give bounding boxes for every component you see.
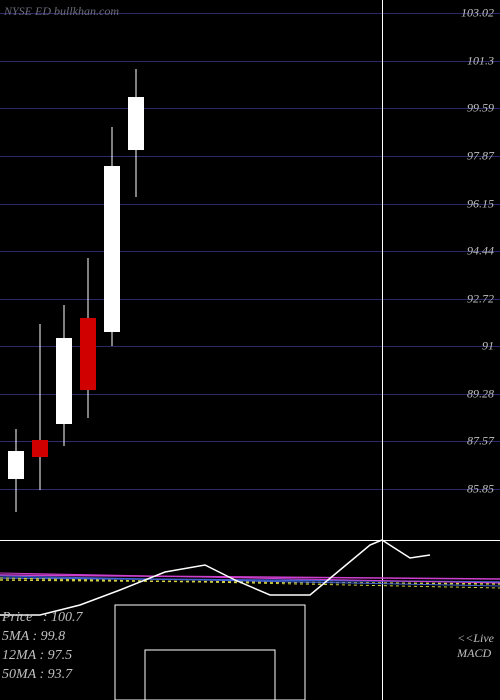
info-row: 5MA : 99.8 xyxy=(2,628,82,647)
info-row: 12MA : 97.5 xyxy=(2,647,82,666)
macd-label-line1: <<Live xyxy=(457,631,494,645)
info-row: 50MA : 93.7 xyxy=(2,666,82,685)
macd-label: <<Live MACD xyxy=(457,631,494,660)
price-info-box: Price : 100.75MA : 99.812MA : 97.550MA :… xyxy=(0,609,82,685)
stock-chart: NYSE ED bullkhan.com 103.02101.399.5997.… xyxy=(0,0,500,700)
watermark-text: NYSE ED bullkhan.com xyxy=(4,4,119,19)
overlay-lines xyxy=(0,0,500,700)
macd-label-line2: MACD xyxy=(457,646,494,660)
info-row: Price : 100.7 xyxy=(2,609,82,628)
